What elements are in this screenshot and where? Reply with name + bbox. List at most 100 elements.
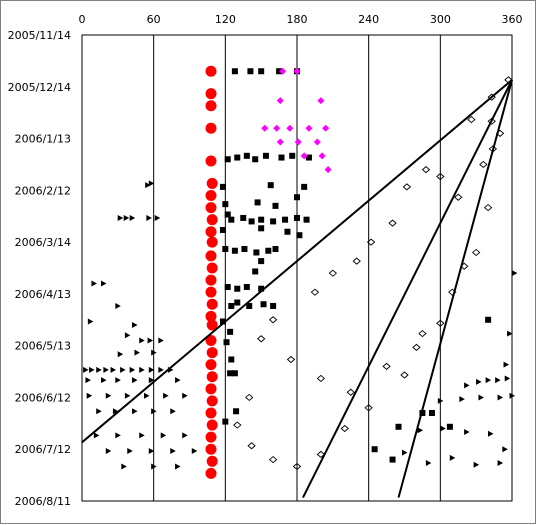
data-point <box>421 166 431 174</box>
data-point <box>301 183 308 190</box>
data-point <box>487 117 496 125</box>
data-point <box>101 280 107 287</box>
data-point <box>476 378 482 385</box>
data-point <box>191 447 198 454</box>
data-point <box>231 247 238 254</box>
data-point <box>93 432 100 439</box>
data-point <box>139 366 145 373</box>
y-tick-label: 2006/4/13 <box>15 288 71 301</box>
data-point <box>105 447 112 454</box>
data-point <box>310 288 320 296</box>
x-tick-label: 0 <box>79 13 86 26</box>
data-point <box>89 366 95 373</box>
data-point <box>231 370 238 377</box>
data-point <box>85 377 91 384</box>
data-point <box>502 446 508 453</box>
data-point <box>258 285 265 292</box>
data-point <box>268 455 278 464</box>
data-point <box>303 216 310 223</box>
data-point <box>279 67 287 75</box>
data-point <box>206 455 218 467</box>
data-point <box>305 124 313 132</box>
data-point <box>158 366 164 373</box>
x-tick-label: 180 <box>287 13 308 26</box>
trend-line <box>397 79 513 498</box>
data-point <box>234 154 241 161</box>
data-point <box>371 446 378 453</box>
data-point <box>402 183 412 191</box>
data-point <box>205 443 217 455</box>
data-point <box>233 408 240 415</box>
data-point <box>276 97 284 105</box>
data-point <box>219 318 226 325</box>
data-point <box>148 180 155 187</box>
data-point <box>471 248 481 257</box>
data-point <box>205 431 217 443</box>
data-point <box>241 246 248 253</box>
data-point <box>245 393 254 402</box>
data-point <box>247 68 254 75</box>
x-tick-label: 240 <box>358 13 379 26</box>
data-point <box>467 115 476 124</box>
data-point <box>234 285 241 292</box>
data-point <box>253 249 260 256</box>
y-tick-label: 2006/3/14 <box>15 236 71 249</box>
data-point <box>205 467 217 479</box>
data-point <box>454 193 463 201</box>
data-point <box>503 361 510 368</box>
data-point <box>228 216 235 223</box>
data-point <box>270 218 277 225</box>
data-point <box>105 392 112 399</box>
data-point <box>246 302 253 309</box>
data-point <box>163 392 169 399</box>
data-point <box>276 138 284 146</box>
data-point <box>497 460 504 467</box>
series-filled-circle <box>205 65 218 479</box>
data-point <box>129 214 136 221</box>
series-filled-square <box>219 68 492 463</box>
data-point <box>352 257 361 265</box>
data-point <box>86 392 93 399</box>
data-point <box>243 152 250 159</box>
data-point <box>110 366 117 373</box>
y-axis-ticks: 2005/11/14 2005/12/14 2006/1/13 2006/2/12 20… <box>8 29 71 508</box>
data-point <box>488 430 494 437</box>
y-tick-label: 2005/12/14 <box>8 81 71 94</box>
y-tick-label: 2006/8/11 <box>15 495 71 508</box>
data-point <box>224 211 231 218</box>
data-point <box>437 397 444 404</box>
data-point <box>273 124 281 132</box>
data-point <box>305 154 312 161</box>
data-point <box>205 286 217 298</box>
data-point <box>224 283 231 290</box>
data-point <box>260 301 267 308</box>
data-point <box>206 214 218 226</box>
data-point <box>101 377 107 384</box>
data-point <box>479 160 488 169</box>
data-point <box>270 302 277 309</box>
data-point <box>205 310 217 322</box>
data-point <box>464 382 470 389</box>
data-point <box>478 394 484 401</box>
data-point <box>170 447 176 454</box>
data-point <box>205 407 217 419</box>
data-point <box>151 408 157 415</box>
data-point <box>313 138 321 146</box>
trend-line <box>81 79 513 444</box>
data-point <box>258 68 265 75</box>
data-point <box>294 138 302 146</box>
data-marks <box>83 65 518 479</box>
data-point <box>205 190 217 202</box>
data-point <box>148 377 155 384</box>
data-point <box>96 366 102 373</box>
data-point <box>440 425 446 432</box>
data-point <box>206 371 218 383</box>
y-tick-label: 2006/2/12 <box>15 184 71 197</box>
data-point <box>318 152 326 160</box>
data-point <box>258 216 265 223</box>
series-diamond <box>261 67 332 174</box>
data-point <box>473 461 480 468</box>
data-point <box>206 419 218 431</box>
